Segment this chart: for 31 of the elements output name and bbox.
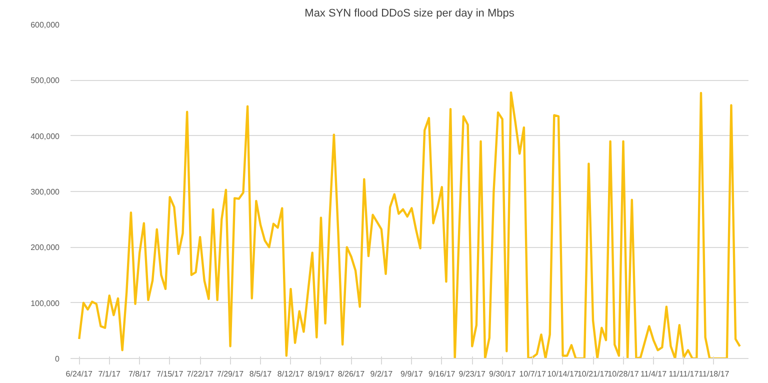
y-tick-label: 400,000 <box>30 132 60 141</box>
x-tick-label: 11/18/17 <box>698 370 730 378</box>
x-tick-label: 9/2/17 <box>370 370 394 378</box>
x-tick-label: 8/26/17 <box>338 370 366 378</box>
y-tick-label: 200,000 <box>30 243 60 252</box>
x-tick-label: 10/14/17 <box>547 370 579 378</box>
x-tick-label: 10/28/17 <box>608 370 640 378</box>
x-tick-label: 9/23/17 <box>458 370 486 378</box>
x-tick-label: 8/12/17 <box>277 370 305 378</box>
y-tick-label: 0 <box>55 354 60 364</box>
y-tick-label: 100,000 <box>30 298 60 308</box>
x-tick-label: 9/16/17 <box>428 370 456 378</box>
x-tick-label: 9/30/17 <box>489 370 516 378</box>
y-tick-label: 500,000 <box>30 76 60 86</box>
x-tick-label: 7/29/17 <box>216 370 244 378</box>
y-tick-label: 600,000 <box>30 20 60 30</box>
x-tick-label: 8/5/17 <box>249 370 272 378</box>
x-tick-label: 7/8/17 <box>128 370 152 378</box>
x-tick-label: 7/15/17 <box>156 370 184 378</box>
x-tick-label: 10/21/17 <box>577 370 610 378</box>
line-series <box>78 91 741 358</box>
x-tick-label: 11/4/17 <box>640 370 668 378</box>
x-tick-label: 7/22/17 <box>186 370 214 378</box>
x-tick-label: 10/7/17 <box>519 370 546 378</box>
x-tick-label: 8/19/17 <box>308 370 335 378</box>
x-tick-label: 11/11/17 <box>668 370 700 378</box>
x-tick-label: 9/9/17 <box>400 370 424 378</box>
x-tick-label: 6/24/17 <box>66 370 94 378</box>
y-tick-label: 300,000 <box>30 188 60 196</box>
chart-title: Max SYN flood DDoS size per day in Mbps <box>304 8 515 20</box>
x-tick-label: 7/1/17 <box>98 370 122 378</box>
